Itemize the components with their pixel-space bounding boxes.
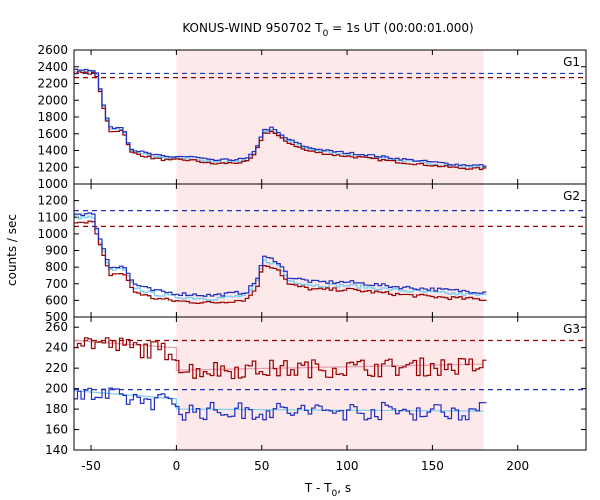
- y-tick-label: 140: [45, 443, 68, 457]
- panel-label: G2: [563, 189, 580, 203]
- x-tick-label: 150: [421, 459, 444, 473]
- highlight-region: [176, 317, 484, 450]
- x-tick-label: 0: [173, 459, 181, 473]
- y-tick-label: 1100: [37, 210, 68, 224]
- panel-g2: 500 600 700 800 900 1000 1100 1200 G2: [37, 183, 587, 324]
- y-tick-label: 240: [45, 341, 68, 355]
- y-tick-label: 1600: [37, 127, 68, 141]
- y-tick-label: 500: [45, 310, 68, 324]
- y-tick-label: 200: [45, 382, 68, 396]
- plot-area: 100012001400160018002000220024002600G150…: [37, 43, 587, 473]
- series-blue: [74, 387, 487, 421]
- y-tick-label: 2000: [37, 93, 68, 107]
- chart-title: KONUS-WIND 950702 T0 = 1s UT (00:00:01.0…: [182, 21, 473, 39]
- x-tick-label: 50: [254, 459, 269, 473]
- x-axis-label: T - T0, s: [304, 481, 351, 499]
- panel-g3: 140 160 180 200 220 240 260 G3: [45, 316, 587, 457]
- y-tick-label: 2400: [37, 60, 68, 74]
- y-tick-label: 2600: [37, 43, 68, 57]
- fit-line-blue: [73, 390, 484, 412]
- panel-label: G1: [563, 55, 580, 69]
- y-tick-label: 900: [45, 244, 68, 258]
- series-red: [74, 337, 487, 380]
- y-tick-label: 1000: [37, 227, 68, 241]
- y-tick-label: 260: [45, 320, 68, 334]
- y-tick-label: 800: [45, 260, 68, 274]
- x-tick-label: 100: [336, 459, 359, 473]
- series-blue: [74, 68, 487, 167]
- y-tick-label: 160: [45, 423, 68, 437]
- panel-frame: [73, 316, 587, 451]
- x-tick-label: 200: [506, 459, 529, 473]
- panel-label: G3: [563, 322, 580, 336]
- y-tick-label: 1400: [37, 144, 68, 158]
- y-tick-label: 220: [45, 361, 68, 375]
- series-blue: [74, 212, 487, 297]
- fit-line-red: [73, 339, 484, 371]
- y-tick-label: 2200: [37, 77, 68, 91]
- highlight-region: [176, 184, 484, 317]
- x-tick-label: -50: [81, 459, 101, 473]
- y-tick-label: 1200: [37, 160, 68, 174]
- y-tick-label: 180: [45, 402, 68, 416]
- y-tick-label: 600: [45, 293, 68, 307]
- y-tick-label: 700: [45, 277, 68, 291]
- y-tick-label: 1000: [37, 177, 68, 191]
- y-tick-label: 1200: [37, 194, 68, 208]
- panel-g1: 1000 1200 1400 1600 1800 2000 2200 2400 2600 G1: [37, 43, 587, 191]
- series-red: [74, 220, 487, 305]
- y-axis-label: counts / sec: [5, 214, 19, 286]
- series-cyan: [74, 215, 487, 301]
- y-tick-label: 1800: [37, 110, 68, 124]
